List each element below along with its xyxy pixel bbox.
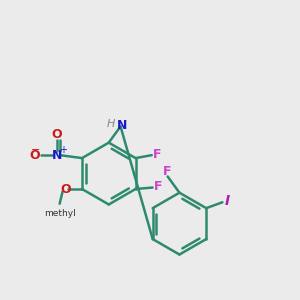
Text: F: F xyxy=(153,181,162,194)
Text: O: O xyxy=(30,149,40,162)
Text: F: F xyxy=(152,148,161,161)
Text: methyl: methyl xyxy=(44,209,76,218)
Text: O: O xyxy=(52,128,62,141)
Text: H: H xyxy=(107,119,115,129)
Text: N: N xyxy=(52,149,62,162)
Text: O: O xyxy=(60,182,71,196)
Text: F: F xyxy=(163,165,171,178)
Text: +: + xyxy=(59,146,68,155)
Text: N: N xyxy=(117,119,127,132)
Text: −: − xyxy=(31,145,40,154)
Text: I: I xyxy=(224,194,230,208)
